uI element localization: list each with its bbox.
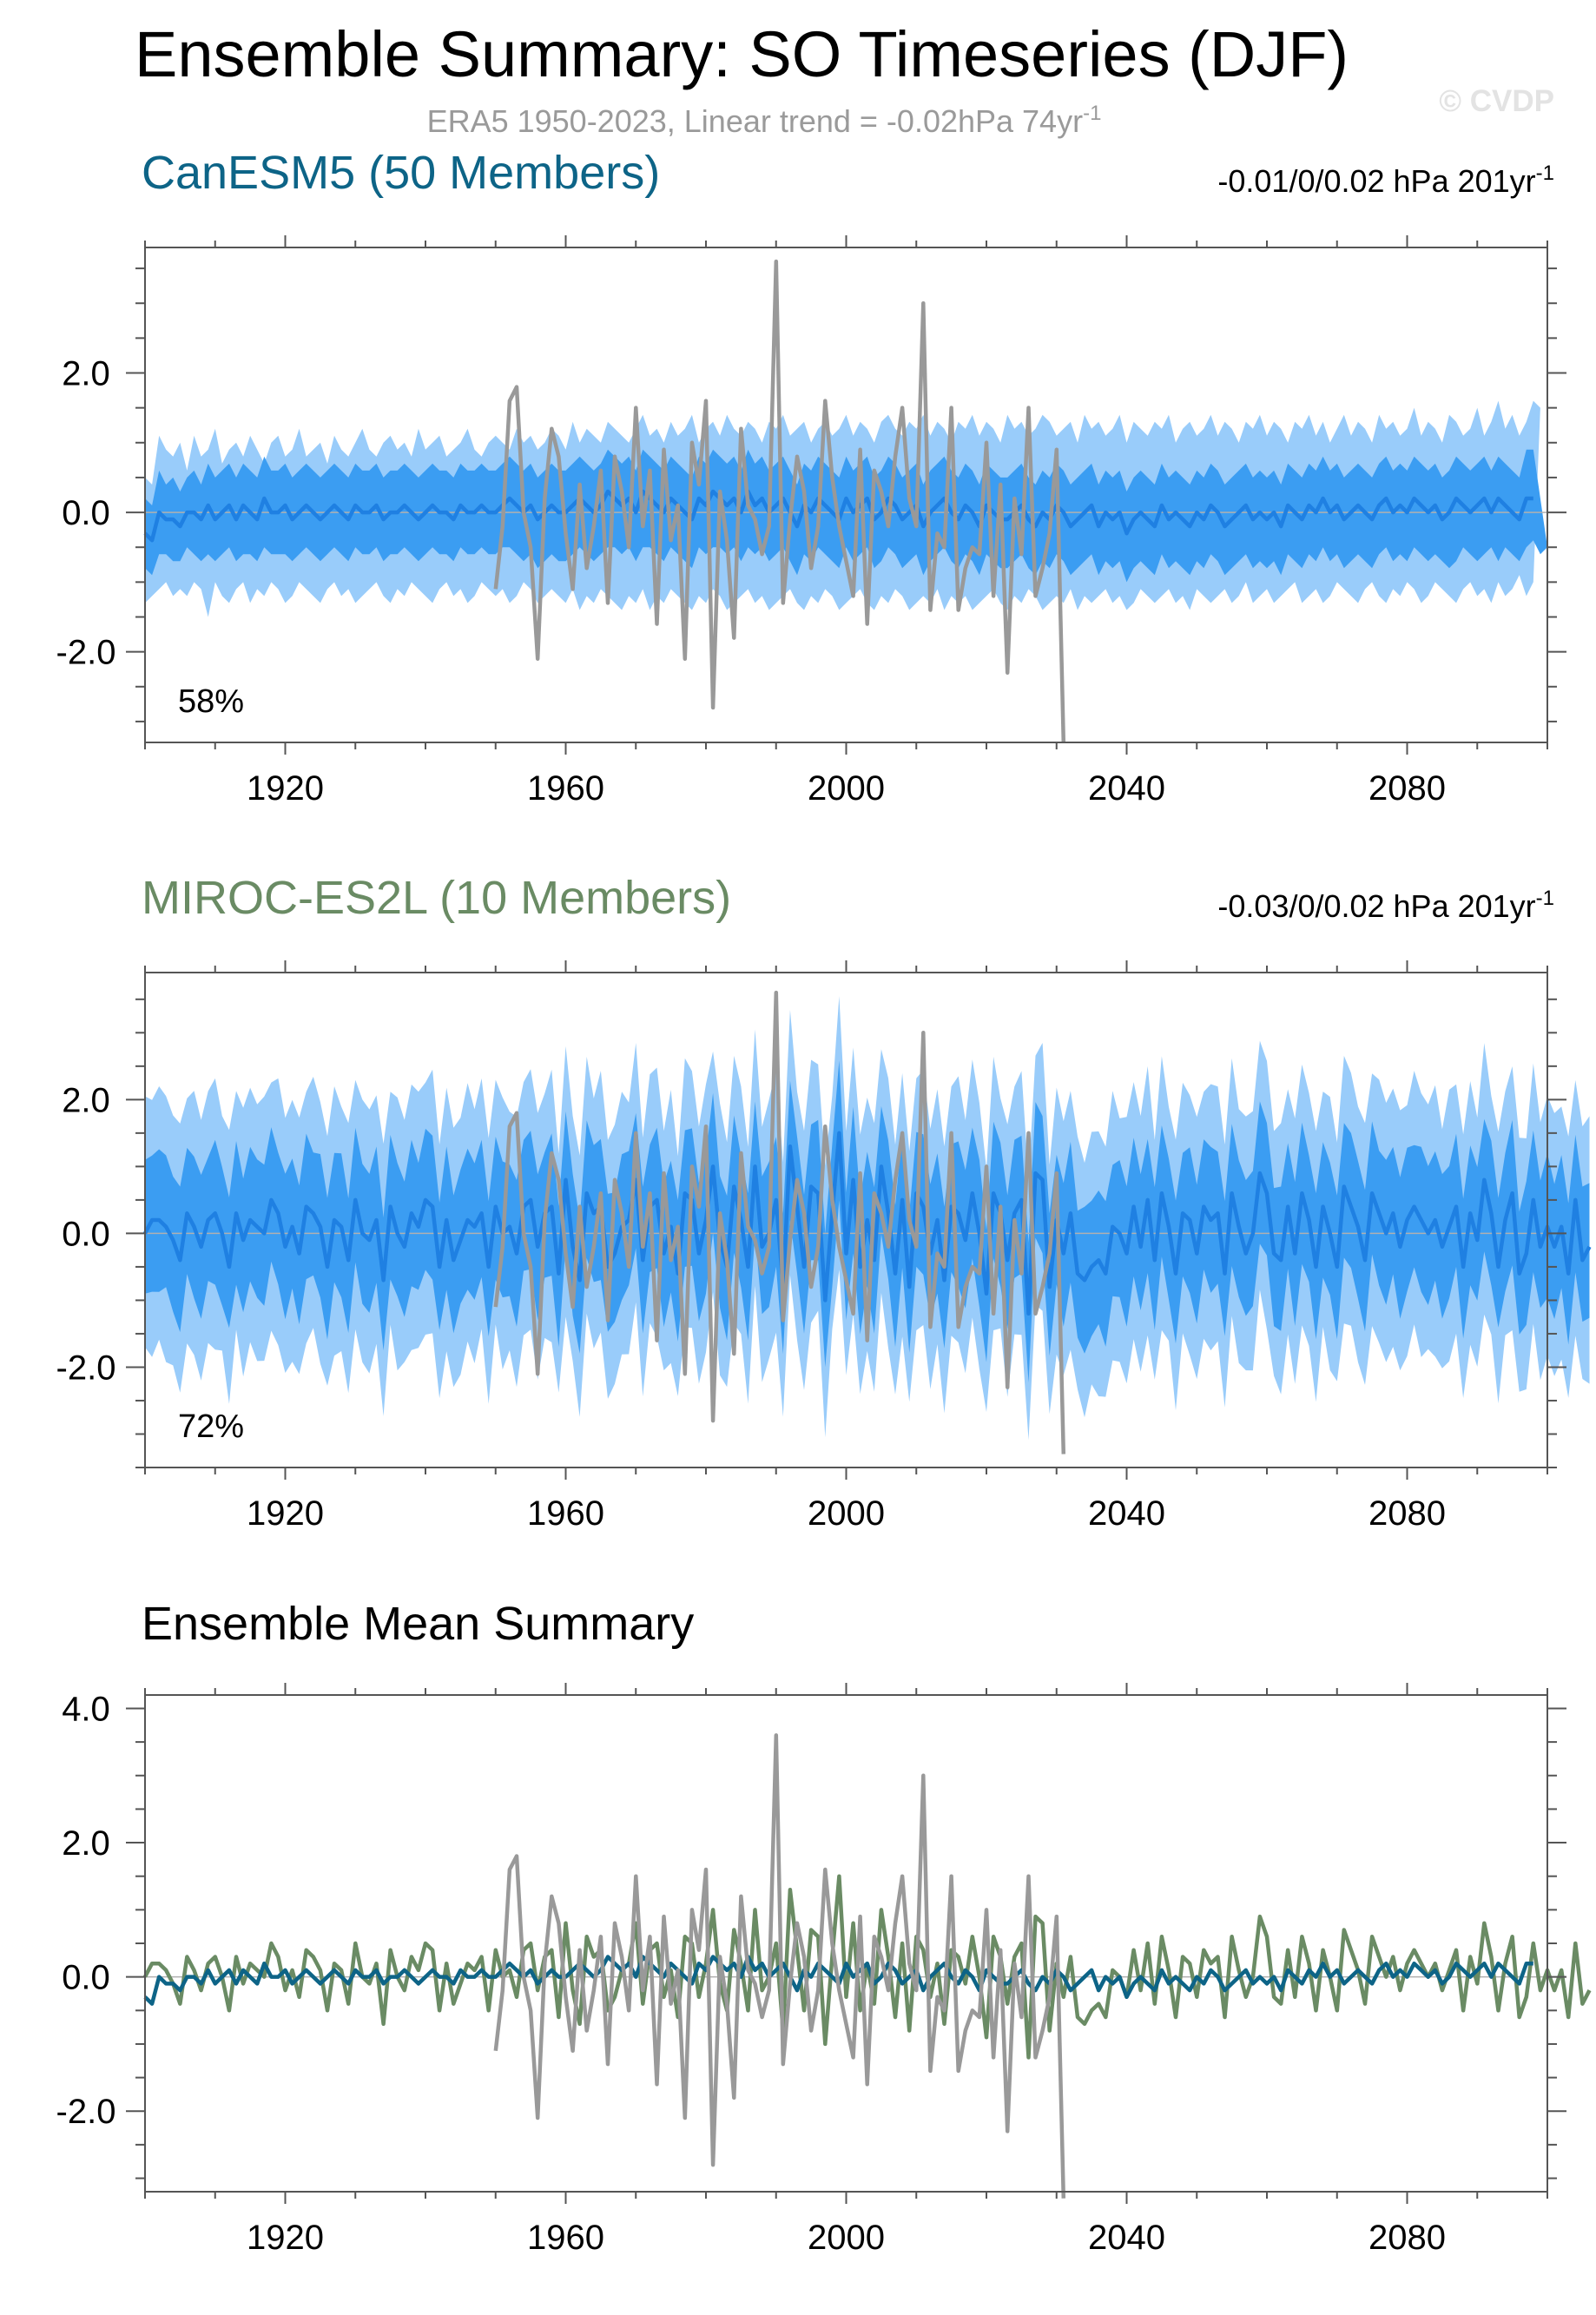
canesm5-x-tick-label: 1920	[247, 769, 324, 808]
canesm5-x-tick-label: 2000	[808, 769, 885, 808]
subtitle-text: ERA5 1950-2023, Linear trend = -0.02hPa …	[427, 103, 1084, 139]
canesm5-y-tick-label: 2.0	[62, 355, 110, 393]
miroc-x-tick-label: 2040	[1088, 1494, 1165, 1533]
miroc-panel-title: MIROC-ES2L (10 Members)	[142, 872, 731, 924]
observations-line	[493, 1733, 1066, 2199]
miroc-x-tick-label: 1960	[527, 1494, 604, 1533]
cvdp-watermark: © CVDP	[1439, 84, 1554, 118]
miroc-percent-label: 72%	[178, 1408, 244, 1445]
miroc-x-tick-label: 1920	[247, 1494, 324, 1533]
miroc-trend-label: -0.03/0/0.02 hPa 201yr-1	[1217, 887, 1554, 924]
miroc-trend-text: -0.03/0/0.02 hPa 201yr	[1217, 888, 1535, 924]
canesm5-x-tick-label: 2080	[1368, 769, 1446, 808]
subtitle-superscript: -1	[1083, 102, 1101, 125]
miroc-plot-area: 1920 1960 2000 2040 2080 -2.0 0.0 2.0	[56, 960, 1592, 1533]
miroc-y-tick-label: 0.0	[62, 1215, 110, 1253]
canesm5-x-tick-label: 1960	[527, 769, 604, 808]
miroc-ensemble-mean-line	[143, 1131, 1592, 1316]
canesm5-band-inner	[145, 449, 1547, 583]
ensemble-mean-panel-title: Ensemble Mean Summary	[142, 1598, 694, 1650]
miroc-x-tick-label: 2000	[808, 1494, 885, 1533]
miroc-y-tick-label: -2.0	[56, 1349, 116, 1387]
figure-title: Ensemble Summary: SO Timeseries (DJF)	[135, 18, 1349, 90]
miroc-y-tick-label: 2.0	[62, 1081, 110, 1119]
canesm5-panel-title: CanESM5 (50 Members)	[142, 147, 660, 199]
ensemble-mean-x-tick-label: 1960	[527, 2219, 604, 2257]
ensemble-mean-y-tick-label: -2.0	[56, 2093, 116, 2131]
canesm5-trend-text: -0.01/0/0.02 hPa 201yr	[1217, 163, 1535, 199]
canesm5-x-tick-label: 2040	[1088, 769, 1165, 808]
ensemble-mean-x-tick-label: 2000	[808, 2219, 885, 2257]
canesm5-trend-superscript: -1	[1536, 162, 1554, 185]
ensemble-mean-y-tick-label: 0.0	[62, 1959, 110, 1997]
ensemble-mean-plot-area: 1920 1960 2000 2040 2080 -2.0 0.0 2.0 4.0	[56, 1683, 1592, 2257]
canesm5-y-tick-label: 0.0	[62, 494, 110, 532]
canesm5-panel: CanESM5 (50 Members) -0.01/0/0.02 hPa 20…	[56, 147, 1566, 808]
canesm5-trend-label: -0.01/0/0.02 hPa 201yr-1	[1217, 162, 1554, 199]
canesm5-percent-label: 58%	[178, 683, 244, 720]
canesm5-observations-line	[493, 259, 1066, 743]
miroc-trend-superscript: -1	[1536, 887, 1554, 910]
ensemble-mean-x-tick-label: 2080	[1368, 2219, 1446, 2257]
figure-subtitle: ERA5 1950-2023, Linear trend = -0.02hPa …	[427, 102, 1102, 139]
canesm5-plot-area: 1920 1960 2000 2040 2080 -2.0 0.0 2.0	[56, 235, 1566, 808]
miroc-x-tick-label: 2080	[1368, 1494, 1446, 1533]
miroc-observations-line	[493, 990, 1066, 1454]
ensemble-mean-x-tick-label: 2040	[1088, 2219, 1165, 2257]
canesm5-y-tick-label: -2.0	[56, 634, 116, 672]
ensemble-mean-y-tick-label: 4.0	[62, 1690, 110, 1728]
ensemble-mean-x-tick-label: 1920	[247, 2219, 324, 2257]
ensemble-mean-y-tick-label: 2.0	[62, 1824, 110, 1863]
miroc-panel: MIROC-ES2L (10 Members) -0.03/0/0.02 hPa…	[56, 872, 1592, 1533]
ensemble-mean-panel: Ensemble Mean Summary 1920 1960 2000 2040 20…	[56, 1598, 1592, 2257]
